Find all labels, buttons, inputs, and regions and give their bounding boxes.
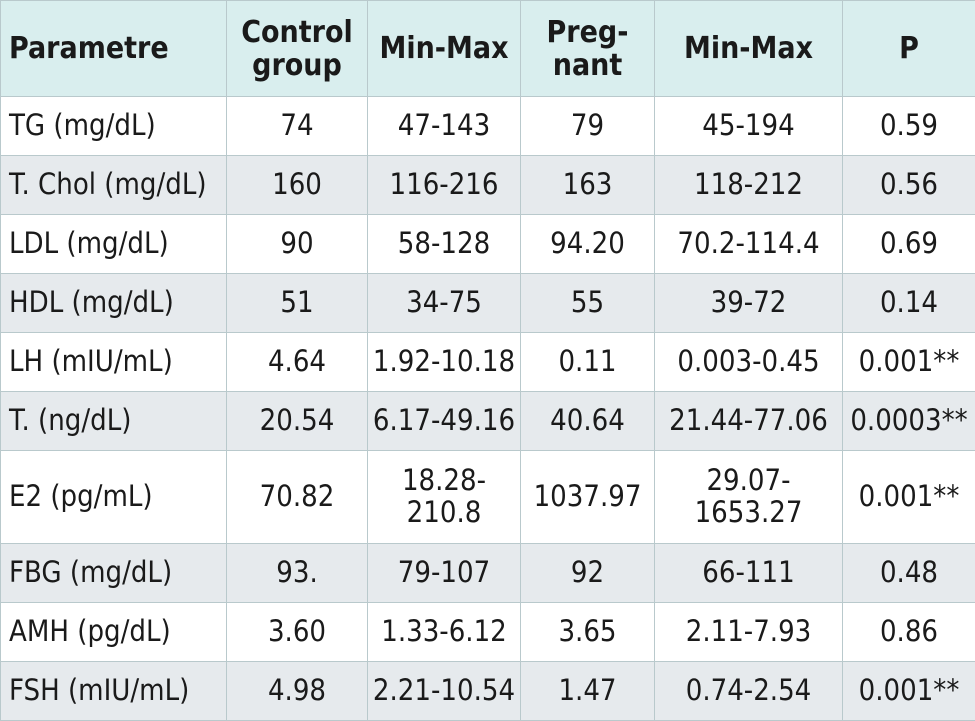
cell-p-value: 0.001**	[842, 450, 975, 544]
header-pregnant-min-max: Min-Max	[654, 0, 843, 97]
cell-control-min-max: 34-75	[367, 273, 521, 333]
cell-parameter: AMH (pg/dL)	[0, 602, 227, 662]
cell-control-min-max: 1.92-10.18	[367, 332, 521, 392]
cell-pregnant: 163	[520, 155, 655, 215]
cell-control-group: 3.60	[226, 602, 368, 662]
cell-control-min-max: 116-216	[367, 155, 521, 215]
cell-pregnant-min-max: 118-212	[654, 155, 843, 215]
cell-pregnant-min-max: 39-72	[654, 273, 843, 333]
cell-parameter: LDL (mg/dL)	[0, 214, 227, 274]
cell-parameter: HDL (mg/dL)	[0, 273, 227, 333]
cell-control-group: 160	[226, 155, 368, 215]
table-row: FBG (mg/dL) 93. 79-107 92 66-111 0.48	[0, 543, 975, 603]
cell-pregnant: 55	[520, 273, 655, 333]
cell-pregnant-min-max: 29.07-1653.27	[654, 450, 843, 544]
cell-control-min-max: 79-107	[367, 543, 521, 603]
cell-control-group: 51	[226, 273, 368, 333]
table-header: Parametre Control group Min-Max Preg-nan…	[0, 0, 975, 97]
cell-control-min-max: 58-128	[367, 214, 521, 274]
table-body: TG (mg/dL) 74 47-143 79 45-194 0.59 T. Chol (m…	[0, 96, 975, 721]
cell-p-value: 0.001**	[842, 332, 975, 392]
cell-control-min-max: 47-143	[367, 96, 521, 156]
cell-control-min-max: 18.28-210.8	[367, 450, 521, 544]
cell-p-value: 0.001**	[842, 661, 975, 721]
cell-pregnant: 92	[520, 543, 655, 603]
cell-pregnant-min-max: 2.11-7.93	[654, 602, 843, 662]
cell-p-value: 0.48	[842, 543, 975, 603]
cell-pregnant: 94.20	[520, 214, 655, 274]
cell-pregnant: 1.47	[520, 661, 655, 721]
header-p-value: P	[842, 0, 975, 97]
table-row: T. Chol (mg/dL) 160 116-216 163 118-212 0.56	[0, 155, 975, 215]
cell-control-group: 74	[226, 96, 368, 156]
cell-p-value: 0.59	[842, 96, 975, 156]
header-control-group: Control group	[226, 0, 368, 97]
cell-pregnant-min-max: 0.74-2.54	[654, 661, 843, 721]
cell-pregnant-min-max: 66-111	[654, 543, 843, 603]
cell-pregnant-min-max: 70.2-114.4	[654, 214, 843, 274]
cell-parameter: FSH (mIU/mL)	[0, 661, 227, 721]
cell-parameter: TG (mg/dL)	[0, 96, 227, 156]
table-row: TG (mg/dL) 74 47-143 79 45-194 0.59	[0, 96, 975, 156]
cell-pregnant: 0.11	[520, 332, 655, 392]
cell-control-min-max: 1.33-6.12	[367, 602, 521, 662]
cell-control-group: 90	[226, 214, 368, 274]
table-row: FSH (mIU/mL) 4.98 2.21-10.54 1.47 0.74-2.54 0…	[0, 661, 975, 721]
cell-parameter: LH (mIU/mL)	[0, 332, 227, 392]
cell-pregnant: 79	[520, 96, 655, 156]
cell-p-value: 0.0003**	[842, 391, 975, 451]
cell-control-group: 20.54	[226, 391, 368, 451]
cell-p-value: 0.86	[842, 602, 975, 662]
cell-pregnant: 3.65	[520, 602, 655, 662]
cell-control-group: 4.64	[226, 332, 368, 392]
cell-pregnant: 1037.97	[520, 450, 655, 544]
cell-parameter: FBG (mg/dL)	[0, 543, 227, 603]
cell-control-group: 4.98	[226, 661, 368, 721]
cell-p-value: 0.56	[842, 155, 975, 215]
table-row: LH (mIU/mL) 4.64 1.92-10.18 0.11 0.003-0.45 0…	[0, 332, 975, 392]
header-row: Parametre Control group Min-Max Preg-nan…	[0, 0, 975, 97]
cell-pregnant-min-max: 0.003-0.45	[654, 332, 843, 392]
cell-p-value: 0.69	[842, 214, 975, 274]
cell-control-group: 70.82	[226, 450, 368, 544]
cell-pregnant-min-max: 45-194	[654, 96, 843, 156]
header-control-min-max: Min-Max	[367, 0, 521, 97]
cell-pregnant: 40.64	[520, 391, 655, 451]
cell-control-group: 93.	[226, 543, 368, 603]
cell-parameter: T. Chol (mg/dL)	[0, 155, 227, 215]
table-row: AMH (pg/dL) 3.60 1.33-6.12 3.65 2.11-7.93 0.8…	[0, 602, 975, 662]
cell-p-value: 0.14	[842, 273, 975, 333]
table-row: LDL (mg/dL) 90 58-128 94.20 70.2-114.4 0.69	[0, 214, 975, 274]
header-pregnant: Preg-nant	[520, 0, 655, 97]
cell-control-min-max: 6.17-49.16	[367, 391, 521, 451]
cell-control-min-max: 2.21-10.54	[367, 661, 521, 721]
cell-parameter: E2 (pg/mL)	[0, 450, 227, 544]
cell-pregnant-min-max: 21.44-77.06	[654, 391, 843, 451]
cell-parameter: T. (ng/dL)	[0, 391, 227, 451]
table-row: T. (ng/dL) 20.54 6.17-49.16 40.64 21.44-77.0…	[0, 391, 975, 451]
table-row: HDL (mg/dL) 51 34-75 55 39-72 0.14	[0, 273, 975, 333]
table-row: E2 (pg/mL) 70.82 18.28-210.8 1037.97 29.07-1…	[0, 450, 975, 544]
header-parameter: Parametre	[0, 0, 227, 97]
